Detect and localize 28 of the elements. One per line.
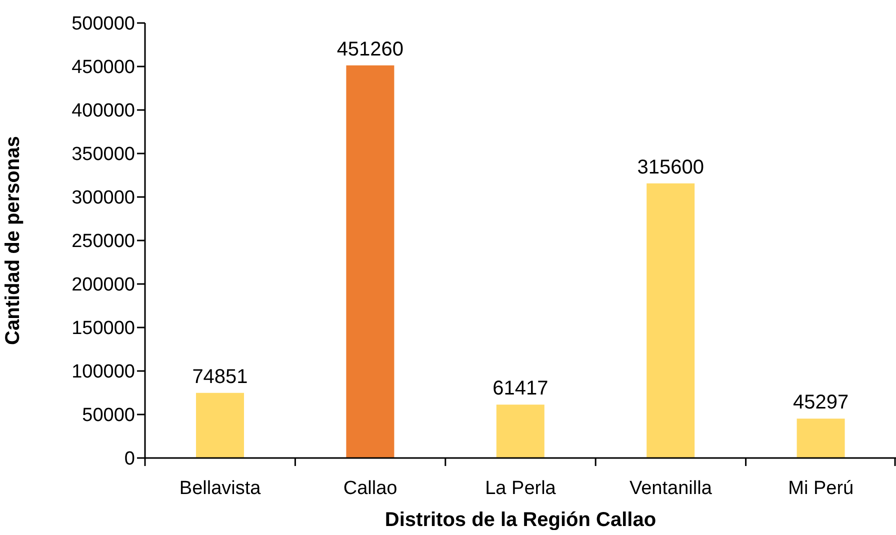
y-axis-title: Cantidad de personas: [2, 136, 24, 345]
bar: [796, 418, 845, 458]
y-tick-label: 300000: [72, 188, 135, 209]
y-tick-label: 450000: [72, 57, 135, 78]
data-label: 451260: [336, 38, 404, 60]
y-tick-label: 100000: [72, 362, 135, 383]
y-tick-label: 150000: [72, 318, 135, 340]
x-tick-label: Mi Perú: [788, 478, 854, 499]
bar: [496, 404, 544, 458]
x-tick-label: La Perla: [485, 478, 556, 499]
data-label: 315600: [637, 156, 704, 178]
x-tick-label: Callao: [343, 478, 398, 499]
bar: [346, 65, 394, 458]
x-tick-label: Bellavista: [179, 478, 262, 499]
y-tick-label: 0: [124, 448, 135, 470]
y-tick-label: 50000: [82, 405, 135, 426]
y-tick-label: 350000: [72, 144, 135, 166]
bar: [646, 183, 695, 458]
data-label: 61417: [492, 378, 548, 400]
bar: [196, 392, 244, 458]
data-label: 45297: [792, 392, 849, 414]
data-label: 74851: [192, 366, 248, 388]
y-tick-label: 500000: [72, 14, 135, 35]
y-tick-label: 200000: [72, 274, 135, 296]
x-axis-title: Distritos de la Región Callao: [384, 509, 656, 531]
x-tick-label: Ventanilla: [629, 478, 712, 499]
y-tick-label: 250000: [72, 231, 135, 252]
y-tick-label: 400000: [72, 100, 135, 122]
